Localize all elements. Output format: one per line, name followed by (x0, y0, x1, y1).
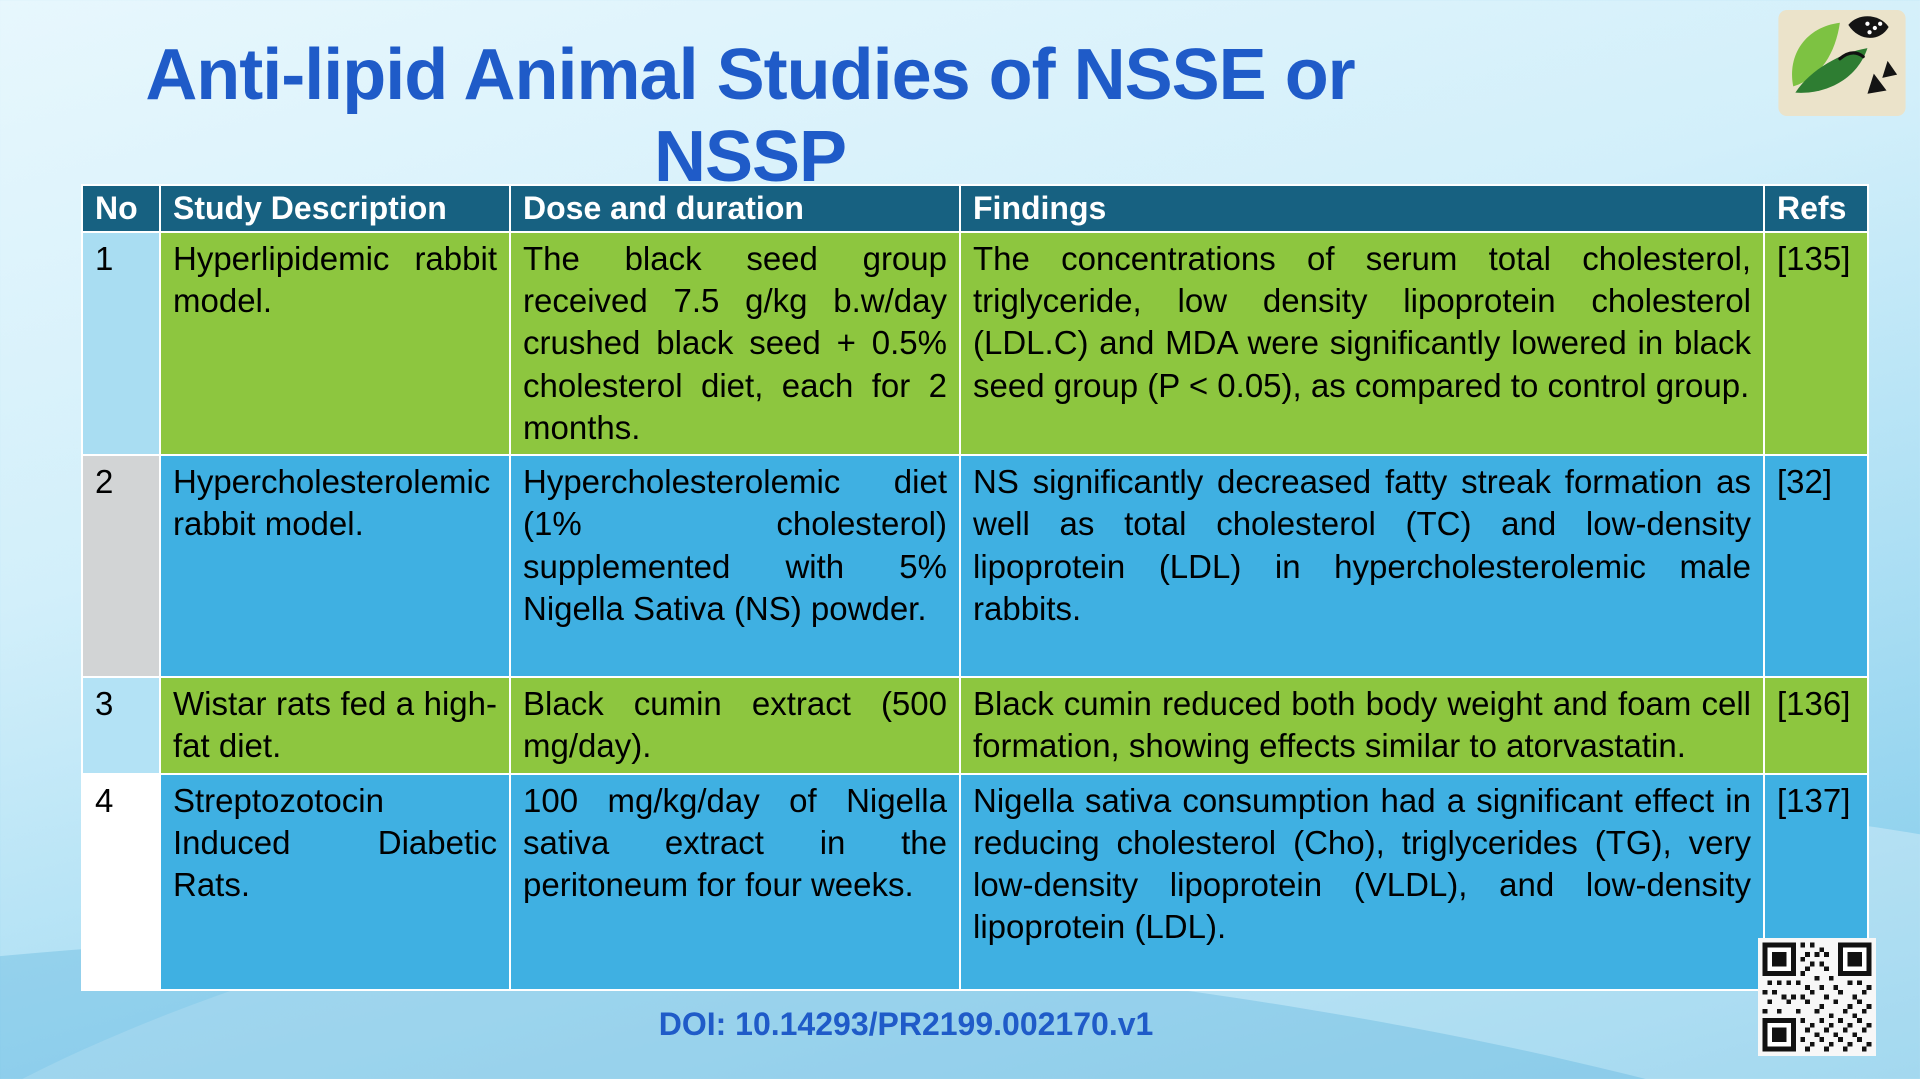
col-header-findings: Findings (959, 184, 1765, 233)
studies-table: No Study Description Dose and duration F… (81, 184, 1869, 991)
cell-study-description: Hyperlipidemic rabbit model. (159, 230, 511, 457)
table-row: 3 Wistar rats fed a high-fat diet. Black… (81, 676, 1869, 775)
table-row: 4 Streptozotocin Induced Diabetic Rats. … (81, 772, 1869, 991)
page-title: Anti-lipid Animal Studies of NSSE or NSS… (145, 35, 1355, 197)
cell-dose-duration: Black cumin extract (500 mg/day). (509, 676, 961, 775)
cell-refs: [135] (1763, 230, 1869, 457)
cell-study-description: Streptozotocin Induced Diabetic Rats. (159, 772, 511, 991)
table-row: 2 Hypercholesterolemic rabbit model. Hyp… (81, 454, 1869, 679)
cell-no: 1 (81, 230, 161, 457)
table-row: 1 Hyperlipidemic rabbit model. The black… (81, 230, 1869, 457)
col-header-study-description: Study Description (159, 184, 511, 233)
col-header-no: No (81, 184, 161, 233)
table-header-row: No Study Description Dose and duration F… (81, 184, 1869, 233)
cell-dose-duration: The black seed group received 7.5 g/kg b… (509, 230, 961, 457)
cell-findings: Black cumin reduced both body weight and… (959, 676, 1765, 775)
cell-refs: [32] (1763, 454, 1869, 679)
cell-dose-duration: 100 mg/kg/day of Nigella sativa extract … (509, 772, 961, 991)
cell-no: 3 (81, 676, 161, 775)
cell-findings: The concentrations of serum total choles… (959, 230, 1765, 457)
cell-study-description: Wistar rats fed a high-fat diet. (159, 676, 511, 775)
cell-findings: Nigella sativa consumption had a signifi… (959, 772, 1765, 991)
doi-text: DOI: 10.14293/PR2199.002170.v1 (658, 1006, 1154, 1042)
qr-code-icon (1758, 938, 1876, 1056)
cell-refs: [136] (1763, 676, 1869, 775)
cell-no: 2 (81, 454, 161, 679)
col-header-refs: Refs (1763, 184, 1869, 233)
cell-no: 4 (81, 772, 161, 991)
cell-study-description: Hypercholesterolemic rabbit model. (159, 454, 511, 679)
cell-findings: NS significantly decreased fatty streak … (959, 454, 1765, 679)
leaf-logo (1778, 10, 1906, 116)
cell-dose-duration: Hypercholesterolemic diet (1% cholestero… (509, 454, 961, 679)
col-header-dose-duration: Dose and duration (509, 184, 961, 233)
